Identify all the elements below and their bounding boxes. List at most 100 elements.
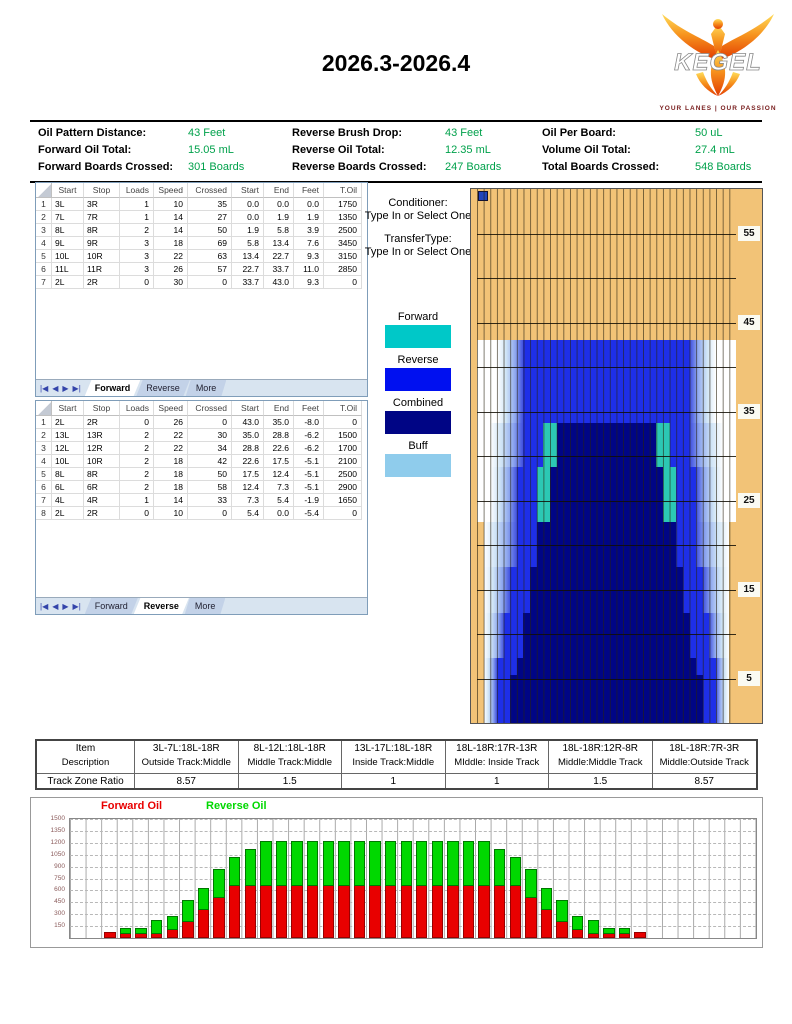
forward-tab-more[interactable]: More (185, 380, 227, 396)
tab-nav-next-icon[interactable]: ▶ (62, 601, 69, 611)
cell[interactable]: 1 (120, 198, 154, 211)
forward-tab-reverse[interactable]: Reverse (136, 380, 190, 396)
cell[interactable]: 13.4 (264, 237, 294, 250)
cell[interactable]: 5.8 (232, 237, 264, 250)
tab-nav-last-icon[interactable]: ▶| (72, 601, 81, 611)
tab-nav-next-icon[interactable]: ▶ (62, 383, 69, 393)
cell[interactable]: 2500 (324, 468, 362, 481)
cell[interactable]: 0 (120, 416, 154, 429)
cell[interactable]: 2900 (324, 481, 362, 494)
cell[interactable]: 33.7 (232, 276, 264, 289)
cell[interactable]: 8L (52, 224, 84, 237)
cell[interactable]: 0.0 (264, 507, 294, 520)
cell[interactable]: 10R (84, 455, 120, 468)
cell[interactable]: -8.0 (294, 416, 324, 429)
cell[interactable]: 58 (188, 481, 232, 494)
cell[interactable]: 6L (52, 481, 84, 494)
cell[interactable]: 10L (52, 455, 84, 468)
cell[interactable]: 22 (154, 442, 188, 455)
cell[interactable]: 4L (52, 494, 84, 507)
cell[interactable]: -5.1 (294, 481, 324, 494)
cell[interactable]: 7L (52, 211, 84, 224)
cell[interactable]: 26 (154, 263, 188, 276)
cell[interactable]: 28.8 (264, 429, 294, 442)
cell[interactable]: 5.4 (264, 494, 294, 507)
cell[interactable]: 18 (154, 468, 188, 481)
cell[interactable]: -1.9 (294, 494, 324, 507)
cell[interactable]: 7.6 (294, 237, 324, 250)
cell[interactable]: 0.0 (294, 198, 324, 211)
reverse-tab-more[interactable]: More (184, 598, 226, 614)
cell[interactable]: 43.0 (232, 416, 264, 429)
cell[interactable]: 9.3 (294, 276, 324, 289)
cell[interactable]: 2L (52, 276, 84, 289)
cell[interactable]: 7.3 (232, 494, 264, 507)
cell[interactable]: 2500 (324, 224, 362, 237)
cell[interactable]: 11R (84, 263, 120, 276)
forward-tab-forward[interactable]: Forward (84, 380, 141, 396)
cell[interactable]: 3 (120, 263, 154, 276)
cell[interactable]: 22.6 (232, 455, 264, 468)
cell[interactable]: 3R (84, 198, 120, 211)
cell[interactable]: 2R (84, 507, 120, 520)
transfer-type-field[interactable]: TransferType: Type In or Select One (364, 233, 472, 259)
cell[interactable]: 50 (188, 224, 232, 237)
cell[interactable]: 2L (52, 507, 84, 520)
cell[interactable]: 0 (324, 507, 362, 520)
cell[interactable]: 1350 (324, 211, 362, 224)
reverse-tab-reverse[interactable]: Reverse (133, 598, 189, 614)
cell[interactable]: 11L (52, 263, 84, 276)
cell[interactable]: 3 (120, 250, 154, 263)
cell[interactable]: 4R (84, 494, 120, 507)
cell[interactable]: 10R (84, 250, 120, 263)
cell[interactable]: 0.0 (232, 198, 264, 211)
cell[interactable]: 6R (84, 481, 120, 494)
cell[interactable]: 2850 (324, 263, 362, 276)
conditioner-value[interactable]: Type In or Select One (364, 210, 472, 222)
cell[interactable]: 1 (120, 211, 154, 224)
cell[interactable]: 28.8 (232, 442, 264, 455)
cell[interactable]: 8L (52, 468, 84, 481)
cell[interactable]: 0 (188, 276, 232, 289)
cell[interactable]: 0.0 (264, 198, 294, 211)
cell[interactable]: 5.8 (264, 224, 294, 237)
cell[interactable]: 0 (324, 416, 362, 429)
cell[interactable]: 63 (188, 250, 232, 263)
cell[interactable]: 1500 (324, 429, 362, 442)
cell[interactable]: 3150 (324, 250, 362, 263)
cell[interactable]: 18 (154, 455, 188, 468)
cell[interactable]: 22.6 (264, 442, 294, 455)
select-all-corner[interactable] (36, 183, 52, 198)
cell[interactable]: 42 (188, 455, 232, 468)
cell[interactable]: 14 (154, 224, 188, 237)
cell[interactable]: -5.4 (294, 507, 324, 520)
cell[interactable]: 2 (120, 429, 154, 442)
cell[interactable]: 9.3 (294, 250, 324, 263)
cell[interactable]: 12R (84, 442, 120, 455)
cell[interactable]: 22 (154, 250, 188, 263)
cell[interactable]: 50 (188, 468, 232, 481)
cell[interactable]: 3450 (324, 237, 362, 250)
cell[interactable]: 35.0 (264, 416, 294, 429)
cell[interactable]: 26 (154, 416, 188, 429)
cell[interactable]: 1.9 (294, 211, 324, 224)
cell[interactable]: 30 (154, 276, 188, 289)
cell[interactable]: 1750 (324, 198, 362, 211)
cell[interactable]: 0 (188, 416, 232, 429)
cell[interactable]: 30 (188, 429, 232, 442)
cell[interactable]: 3L (52, 198, 84, 211)
cell[interactable]: 7R (84, 211, 120, 224)
cell[interactable]: 1700 (324, 442, 362, 455)
cell[interactable]: 22 (154, 429, 188, 442)
cell[interactable]: 2 (120, 468, 154, 481)
cell[interactable]: 9L (52, 237, 84, 250)
cell[interactable]: 3 (120, 237, 154, 250)
cell[interactable]: 34 (188, 442, 232, 455)
cell[interactable]: 27 (188, 211, 232, 224)
cell[interactable]: 13L (52, 429, 84, 442)
cell[interactable]: 14 (154, 211, 188, 224)
cell[interactable]: -5.1 (294, 468, 324, 481)
cell[interactable]: 13R (84, 429, 120, 442)
cell[interactable]: 18 (154, 481, 188, 494)
cell[interactable]: 33.7 (264, 263, 294, 276)
